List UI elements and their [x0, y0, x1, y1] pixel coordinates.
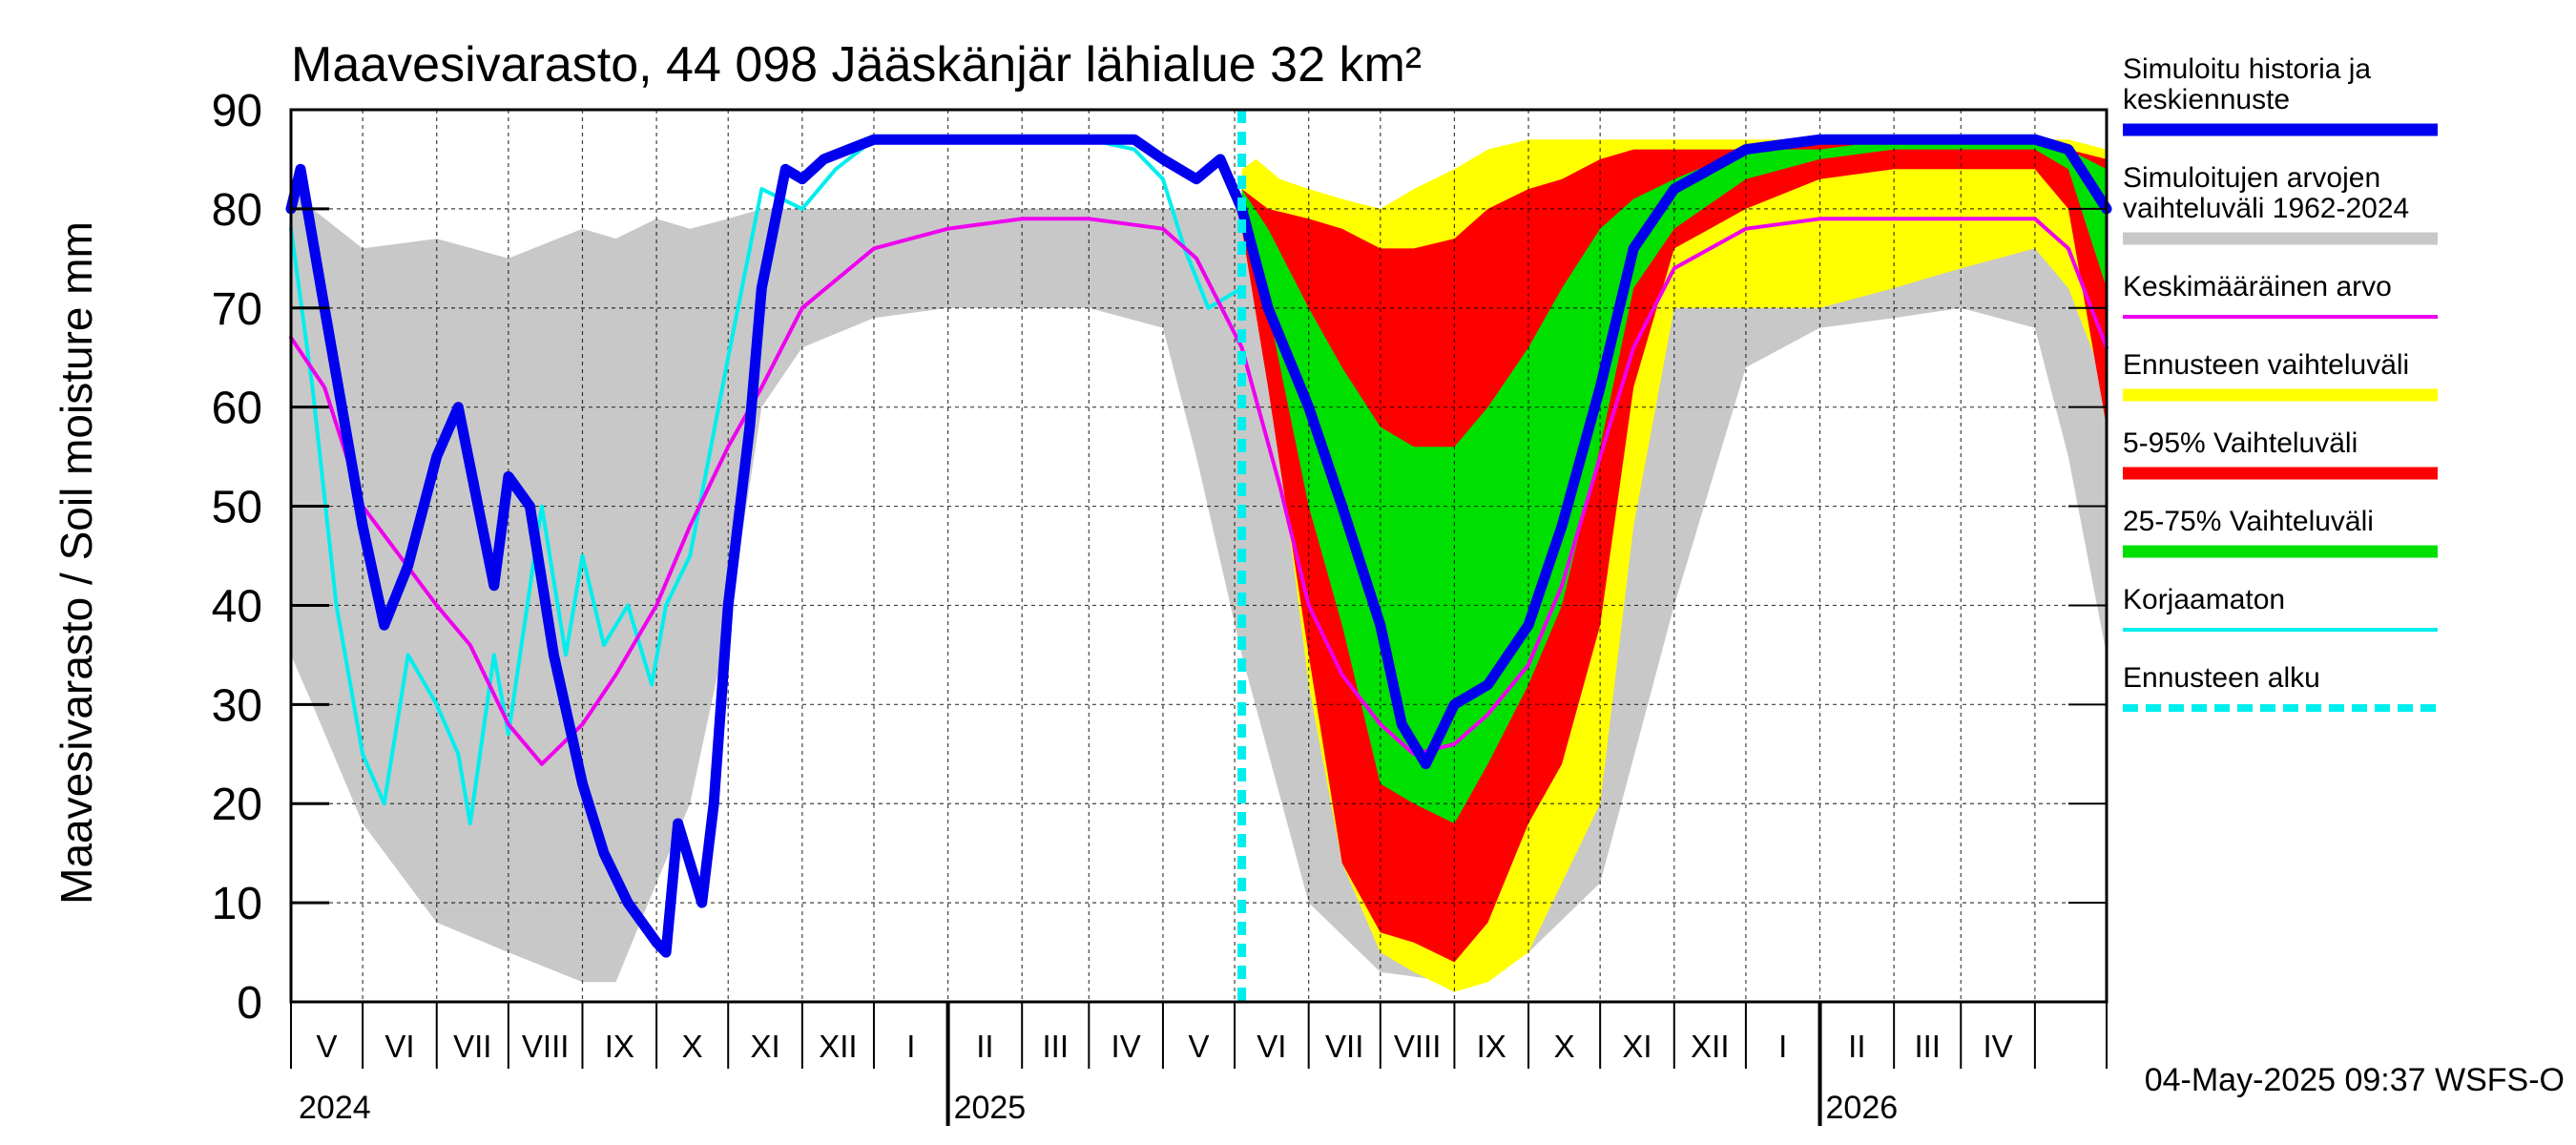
month-label: XII — [819, 1029, 857, 1064]
legend-item-5-95-vaihteluv-li: 5-95% Vaihteluväli — [2123, 427, 2438, 480]
month-label: IV — [1983, 1029, 2012, 1064]
month-label: X — [682, 1029, 703, 1064]
month-label: VII — [1325, 1029, 1363, 1064]
year-label: 2026 — [1826, 1090, 1899, 1126]
legend-item-ennusteen-alku: Ennusteen alku — [2123, 662, 2438, 712]
month-label: XI — [1622, 1029, 1652, 1064]
month-label: VIII — [522, 1029, 570, 1064]
legend-label: Keskimääräinen arvo — [2123, 271, 2392, 302]
plot-frame — [289, 108, 2109, 1004]
grid-layer — [291, 110, 2107, 1002]
month-label: IX — [605, 1029, 634, 1064]
month-label: II — [1848, 1029, 1865, 1064]
legend-label: Simuloitu historia ja — [2123, 53, 2371, 85]
month-label: VII — [453, 1029, 491, 1064]
year-label: 2025 — [954, 1090, 1027, 1126]
month-label: XI — [750, 1029, 779, 1064]
month-label: I — [1778, 1029, 1787, 1064]
month-label: III — [1914, 1029, 1941, 1064]
y-tick-label: 60 — [212, 384, 262, 434]
lines-layer — [285, 110, 2112, 1002]
y-tick-label: 20 — [212, 780, 262, 830]
legend-label: vaihteluväli 1962-2024 — [2123, 193, 2409, 224]
legend-item-ennusteen-vaihteluv-li: Ennusteen vaihteluväli — [2123, 349, 2438, 402]
bands-layer — [291, 139, 2107, 992]
month-label: I — [906, 1029, 915, 1064]
y-tick-label: 50 — [212, 483, 262, 533]
legend-item-korjaamaton: Korjaamaton — [2123, 584, 2438, 632]
month-label: VI — [1257, 1029, 1286, 1064]
legend-label: Ennusteen vaihteluväli — [2123, 349, 2409, 381]
month-label: II — [976, 1029, 993, 1064]
month-label: V — [1188, 1029, 1209, 1064]
legend-label: Simuloitujen arvojen — [2123, 162, 2380, 194]
legend-item-keskim-r-inen-arvo: Keskimääräinen arvo — [2123, 271, 2438, 319]
month-label: VI — [384, 1029, 414, 1064]
line-keskim-r-inen-arvo — [289, 217, 2109, 766]
month-label: IV — [1111, 1029, 1141, 1064]
legend: Simuloitu historia jakeskiennusteSimuloi… — [2123, 53, 2438, 712]
month-label: X — [1554, 1029, 1575, 1064]
y-tick-label: 70 — [212, 284, 262, 335]
y-tick-label: 90 — [212, 86, 262, 136]
y-tick-label: 80 — [212, 185, 262, 236]
month-label: IX — [1477, 1029, 1506, 1064]
band-25-75-vaihteluv-li — [1241, 139, 2107, 823]
legend-label: Ennusteen alku — [2123, 662, 2320, 694]
timestamp: 04-May-2025 09:37 WSFS-O — [2145, 1062, 2565, 1098]
month-label: VIII — [1394, 1029, 1442, 1064]
month-label: V — [317, 1029, 338, 1064]
chart-title: Maavesivarasto, 44 098 Jääskänjär lähial… — [291, 37, 1422, 93]
y-tick-label: 0 — [237, 978, 262, 1029]
legend-label: 25-75% Vaihteluväli — [2123, 506, 2374, 537]
y-tick-label: 40 — [212, 581, 262, 632]
month-label: XII — [1691, 1029, 1729, 1064]
month-label: III — [1043, 1029, 1070, 1064]
y-axis-label: Maavesivarasto / Soil moisture mm — [52, 221, 101, 905]
year-label: 2024 — [299, 1090, 371, 1126]
legend-label: 5-95% Vaihteluväli — [2123, 427, 2358, 459]
line-simuloitu-historia-ja-keskiennuste — [285, 134, 2112, 958]
legend-label: Korjaamaton — [2123, 584, 2285, 615]
legend-label: keskiennuste — [2123, 84, 2290, 115]
y-tick-label: 30 — [212, 680, 262, 731]
y-tick-label: 10 — [212, 879, 262, 929]
legend-item-25-75-vaihteluv-li: 25-75% Vaihteluväli — [2123, 506, 2438, 558]
